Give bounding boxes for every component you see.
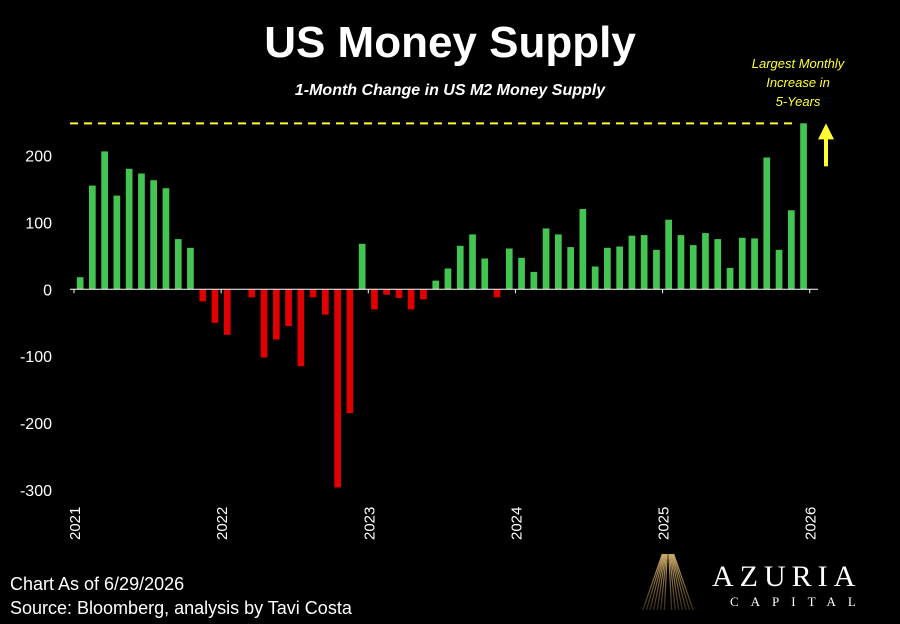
footer-date: Chart As of 6/29/2026	[10, 574, 185, 594]
bar	[358, 243, 366, 290]
y-tick-label: -300	[20, 483, 52, 500]
bar	[420, 289, 427, 300]
y-tick-label: -100	[20, 349, 52, 366]
bar	[89, 185, 96, 290]
bar	[334, 289, 341, 488]
bar	[505, 248, 513, 290]
bar	[542, 228, 550, 290]
bar	[456, 245, 464, 290]
chart-subtitle: 1-Month Change in US M2 Money Supply	[294, 82, 606, 99]
bar	[260, 289, 268, 358]
bar	[444, 268, 452, 290]
bar	[763, 157, 771, 290]
annotation-line-2: Increase in	[766, 75, 830, 90]
x-tick-label: 2026	[803, 507, 820, 540]
bar	[223, 289, 231, 335]
y-tick-label: 0	[43, 282, 52, 299]
x-tick-label: 2023	[361, 507, 378, 540]
x-tick-label: 2024	[508, 507, 525, 540]
bar	[567, 247, 574, 290]
bar	[800, 123, 807, 290]
bar	[346, 289, 354, 414]
bar	[101, 151, 108, 290]
annotation-line-3: 5-Years	[775, 94, 821, 109]
bar	[309, 289, 317, 298]
footer-source: Source: Bloomberg, analysis by Tavi Cost…	[10, 598, 352, 618]
y-tick-label: 200	[25, 148, 52, 165]
bar	[125, 168, 133, 290]
bar	[285, 289, 292, 327]
bar	[640, 235, 648, 290]
bar	[493, 289, 501, 298]
bar	[702, 233, 709, 290]
annotation-line-1: Largest Monthly	[751, 56, 845, 71]
bar	[579, 209, 587, 290]
bar	[751, 238, 758, 290]
azuria-logo-icon	[642, 553, 694, 611]
bar	[174, 239, 182, 290]
bar	[138, 173, 145, 290]
peak-annotation: Largest Monthly Increase in 5-Years	[728, 54, 868, 111]
bar	[162, 188, 170, 290]
bar	[788, 210, 795, 290]
bar	[738, 237, 746, 290]
bar	[432, 280, 440, 290]
bar	[113, 195, 121, 290]
y-tick-label: -200	[20, 416, 52, 433]
bar	[76, 277, 84, 290]
bar	[407, 289, 415, 310]
bar-chart: 200 100 0 -100 -200 -300 2021 2022 2023 2024 2025…	[20, 122, 834, 540]
chart-title: US Money Supply	[264, 18, 636, 67]
bar	[371, 289, 378, 310]
x-axis: 2021 2022 2023 2024 2025 2026	[67, 288, 820, 540]
bar	[530, 271, 538, 290]
bar	[273, 289, 280, 340]
bar	[677, 235, 685, 290]
logo-sub: CAPITAL	[730, 594, 868, 609]
up-arrow-icon	[818, 123, 834, 167]
bar	[726, 267, 734, 290]
y-axis: 200 100 0 -100 -200 -300	[20, 148, 52, 500]
logo-name: AZURIA	[712, 560, 862, 593]
bar	[555, 234, 562, 290]
bar	[481, 258, 489, 290]
bar	[689, 245, 697, 290]
bar	[383, 289, 390, 295]
y-tick-label: 100	[25, 215, 52, 232]
bar	[248, 289, 256, 298]
bar	[187, 247, 194, 290]
bar	[775, 249, 783, 290]
bar	[665, 219, 672, 290]
bar	[322, 289, 329, 315]
x-tick-label: 2025	[656, 507, 673, 540]
bar	[714, 239, 722, 290]
x-tick-label: 2022	[214, 507, 231, 540]
bar	[150, 180, 157, 290]
bar	[628, 235, 636, 290]
bar	[297, 289, 305, 367]
bar	[604, 247, 611, 290]
x-tick-label: 2021	[67, 507, 84, 540]
bars-group	[76, 123, 807, 488]
bar	[469, 234, 476, 290]
bar	[591, 266, 599, 290]
bar	[616, 246, 623, 290]
bar	[395, 289, 403, 298]
bar	[518, 257, 525, 290]
bar	[199, 289, 207, 302]
bar	[211, 289, 219, 323]
bar	[653, 249, 660, 290]
